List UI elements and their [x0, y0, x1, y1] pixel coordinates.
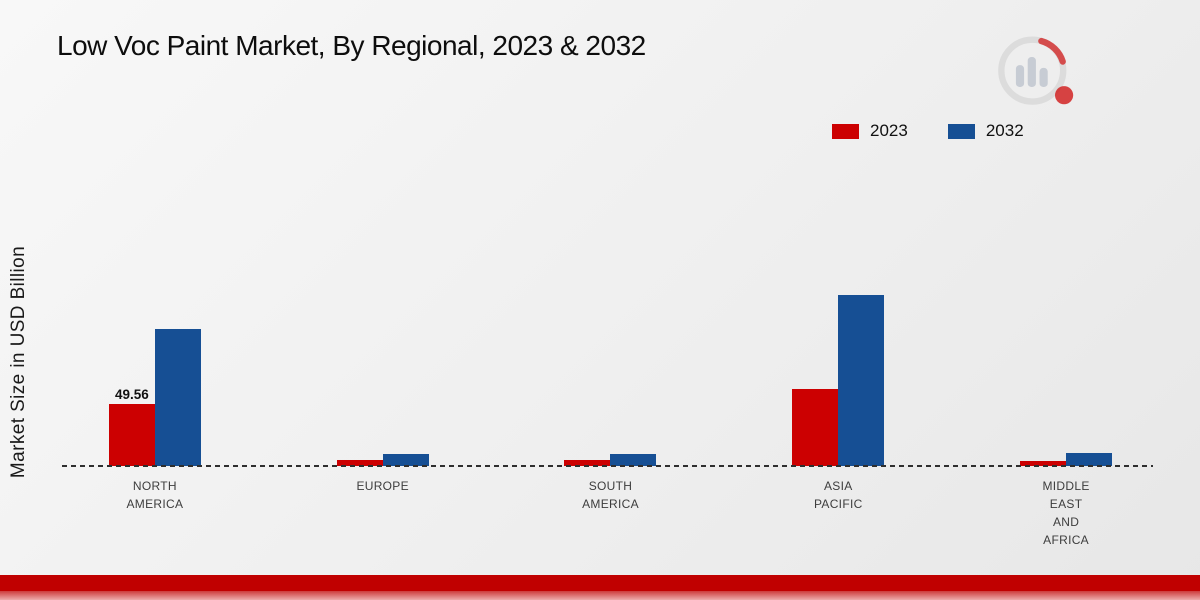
bar-2023-north-america: [108, 404, 155, 466]
bar-2023-south-america: [564, 460, 611, 466]
barwrap-2032-middle-east-and-africa: [1066, 452, 1113, 466]
data-label-2023-north-america: 49.56: [114, 387, 149, 403]
market-research-future-logo: [998, 36, 1074, 105]
legend-swatch-2023: [832, 123, 859, 139]
legend-item-2032: 2032: [947, 121, 1024, 141]
legend-item-2023: 2023: [832, 121, 908, 141]
y-axis-label: Market Size in USD Billion: [8, 245, 29, 479]
bar-group-south-america: SOUTH AMERICA: [497, 0, 725, 511]
legend-swatch-2032: [947, 123, 975, 139]
bottom-accent-strip-fade: [0, 591, 1200, 600]
legend-label-2023: 2023: [870, 121, 908, 140]
bar-2032-middle-east-and-africa: [1066, 452, 1113, 466]
legend: 2023 2032: [832, 121, 1024, 141]
category-label-asia-pacific: ASIA PACIFIC: [814, 479, 863, 511]
bars-asia-pacific: [792, 294, 885, 466]
bottom-accent-strip: [0, 575, 1200, 591]
bar-group-middle-east-and-africa: MIDDLE EAST AND AFRICA: [952, 0, 1180, 547]
bar-groups: 49.56 NORTH AMERICA EUROPE SOUTH AMERICA ASI…: [41, 0, 1180, 547]
barwrap-2023-asia-pacific: [792, 388, 839, 466]
bar-2032-south-america: [610, 453, 657, 466]
barwrap-2032-north-america: [154, 328, 201, 466]
barwrap-2032-asia-pacific: [838, 294, 885, 466]
barwrap-2023-europe: [336, 459, 383, 466]
category-label-south-america: SOUTH AMERICA: [582, 479, 639, 511]
bars-north-america: 49.56: [108, 328, 201, 466]
barwrap-2032-europe: [382, 454, 429, 466]
barwrap-2032-south-america: [610, 453, 657, 466]
bar-2032-north-america: [154, 328, 201, 466]
bars-middle-east-and-africa: [1020, 452, 1113, 466]
bar-2023-europe: [336, 459, 383, 466]
bar-2032-europe: [382, 454, 429, 466]
legend-label-2032: 2032: [985, 121, 1024, 140]
category-label-north-america: NORTH AMERICA: [126, 479, 184, 511]
barwrap-2023-north-america: 49.56: [108, 387, 155, 466]
bar-2023-asia-pacific: [792, 388, 839, 466]
category-label-europe: EUROPE: [356, 479, 409, 493]
chart-title: Low Voc Paint Market, By Regional, 2023 …: [57, 30, 646, 61]
bar-2032-asia-pacific: [838, 294, 885, 466]
barwrap-2023-middle-east-and-africa: [1020, 461, 1067, 466]
barwrap-2023-south-america: [564, 460, 611, 466]
bars-south-america: [564, 453, 657, 466]
bar-group-asia-pacific: ASIA PACIFIC: [724, 0, 952, 511]
bar-group-europe: EUROPE: [269, 0, 497, 493]
x-axis-baseline: [62, 465, 1153, 467]
bar-group-north-america: 49.56 NORTH AMERICA: [41, 0, 269, 511]
category-label-middle-east-and-africa: MIDDLE EAST AND AFRICA: [1042, 479, 1090, 547]
bars-europe: [336, 454, 429, 466]
bar-2023-middle-east-and-africa: [1020, 461, 1067, 466]
